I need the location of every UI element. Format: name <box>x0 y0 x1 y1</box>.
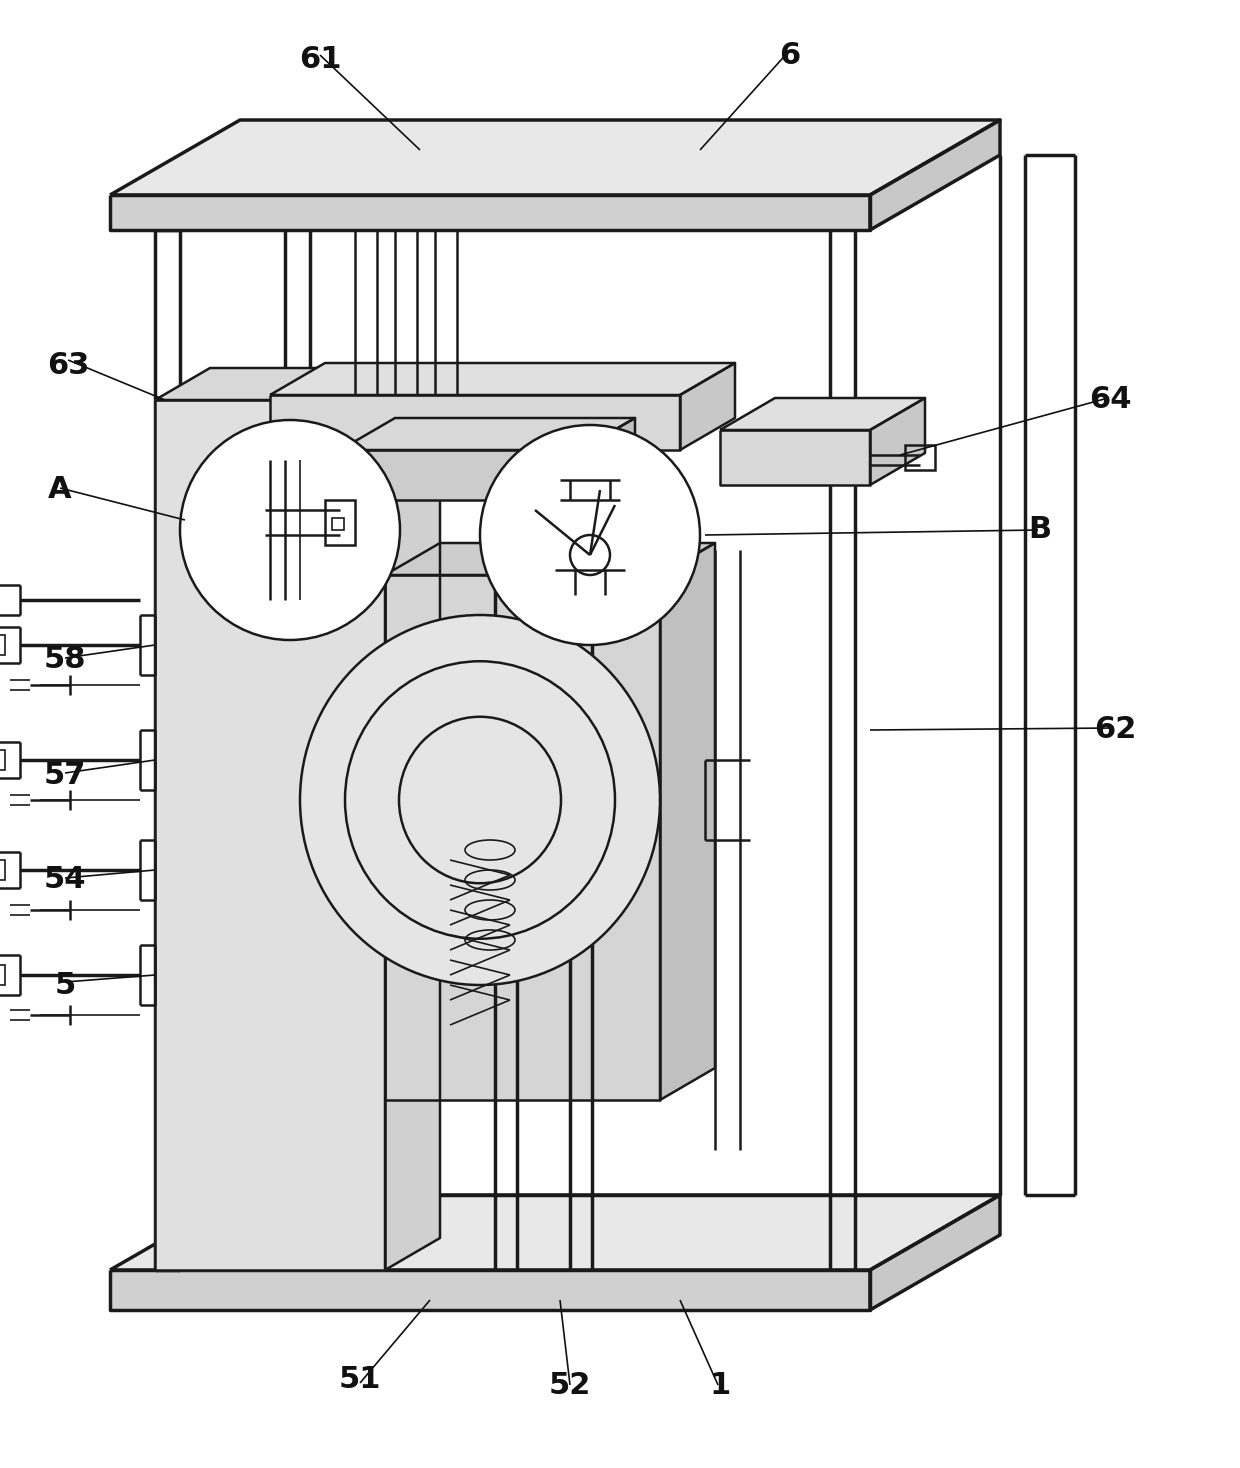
Polygon shape <box>110 195 870 230</box>
Bar <box>0 636 5 655</box>
Polygon shape <box>155 399 384 1270</box>
Polygon shape <box>384 575 660 1100</box>
Polygon shape <box>870 1195 999 1309</box>
Text: 61: 61 <box>299 46 341 75</box>
Text: 6: 6 <box>780 41 801 69</box>
Circle shape <box>480 426 701 644</box>
Polygon shape <box>110 1195 999 1270</box>
Text: 64: 64 <box>1089 386 1131 414</box>
Bar <box>325 501 355 545</box>
Polygon shape <box>720 398 925 430</box>
Polygon shape <box>680 363 735 451</box>
Text: 58: 58 <box>43 646 87 674</box>
Polygon shape <box>340 418 635 451</box>
Polygon shape <box>384 543 715 575</box>
Polygon shape <box>110 1270 870 1309</box>
Text: 54: 54 <box>43 866 87 894</box>
Bar <box>905 445 935 470</box>
Polygon shape <box>384 368 440 1270</box>
Text: 5: 5 <box>55 970 76 1000</box>
Text: 62: 62 <box>1094 715 1136 744</box>
Polygon shape <box>155 368 440 399</box>
Bar <box>0 860 5 879</box>
Text: 57: 57 <box>43 760 87 790</box>
Text: A: A <box>48 476 72 505</box>
Polygon shape <box>870 398 925 484</box>
Bar <box>0 750 5 771</box>
Polygon shape <box>270 363 735 395</box>
Text: 52: 52 <box>549 1371 591 1399</box>
Bar <box>332 518 343 530</box>
Polygon shape <box>110 120 999 195</box>
Polygon shape <box>340 451 580 501</box>
Text: 51: 51 <box>339 1365 381 1395</box>
Text: B: B <box>1028 515 1052 545</box>
Polygon shape <box>580 418 635 501</box>
Polygon shape <box>270 395 680 451</box>
Bar <box>0 964 5 985</box>
Circle shape <box>180 420 401 640</box>
Ellipse shape <box>300 615 660 985</box>
Text: 63: 63 <box>47 351 89 380</box>
Polygon shape <box>660 543 715 1100</box>
Text: 1: 1 <box>709 1371 730 1399</box>
Polygon shape <box>870 120 999 230</box>
Polygon shape <box>720 430 870 484</box>
